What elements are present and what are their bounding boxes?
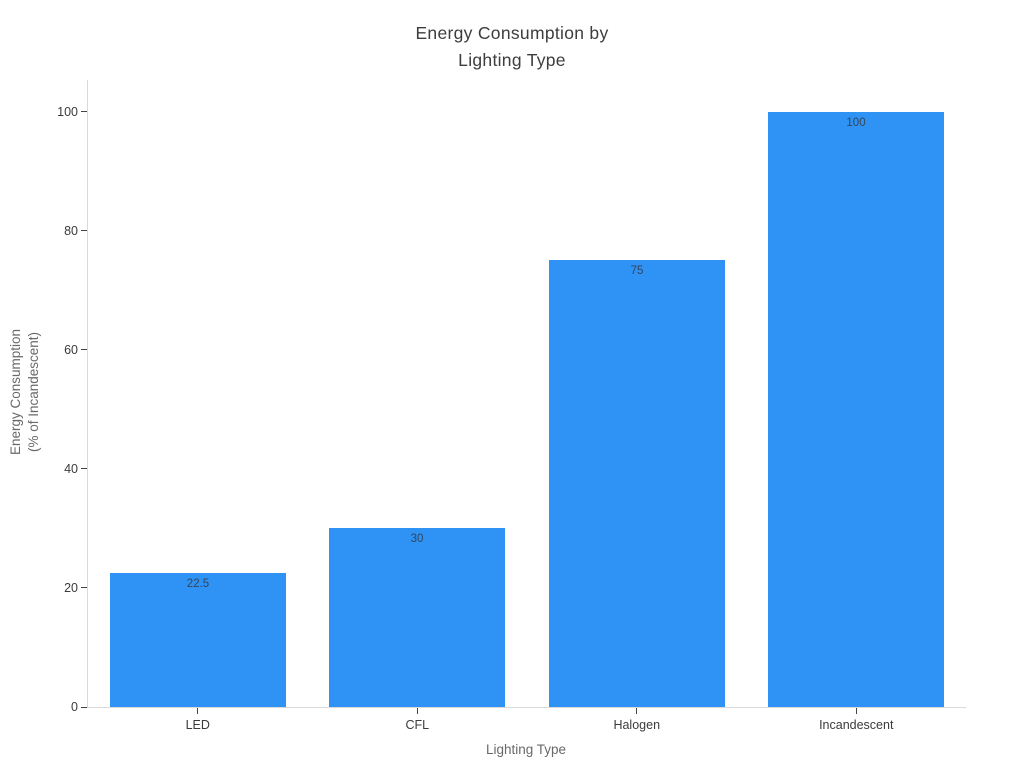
y-tick-label: 40	[64, 461, 78, 476]
y-tick-label: 0	[71, 700, 78, 714]
bar[interactable]: 30	[329, 528, 505, 707]
x-axis-title: Lighting Type	[485, 742, 567, 757]
x-tick-mark	[416, 708, 418, 714]
y-axis-title: Energy Consumption (% of Incandescent)	[7, 242, 43, 542]
chart-title: Energy Consumption by Lighting Type	[0, 20, 1024, 74]
x-tick-label: Incandescent	[819, 718, 894, 732]
x-tick-mark	[855, 708, 857, 714]
y-tick-label: 60	[64, 342, 78, 357]
x-tick-label: LED	[185, 718, 210, 732]
x-tick-label: Halogen	[613, 718, 661, 732]
y-axis-title-line-2: (% of Incandescent)	[26, 331, 41, 453]
bar-value-label: 22.5	[186, 578, 210, 590]
y-tick-mark	[81, 230, 87, 232]
y-tick-label: 100	[57, 104, 78, 119]
x-tick-mark	[197, 708, 199, 714]
chart-title-line-1: Energy Consumption by	[415, 23, 609, 43]
y-tick-label: 80	[64, 223, 78, 238]
y-tick-mark	[81, 111, 87, 113]
chart-title-line-2: Lighting Type	[458, 50, 566, 70]
bar-value-label: 75	[630, 265, 644, 277]
bar[interactable]: 75	[549, 260, 725, 707]
bar[interactable]: 100	[768, 112, 944, 707]
y-tick-mark	[81, 468, 87, 470]
plot-area: 0 20 40 60 80 100 22.5 LED 30 CFL 75 Halogen 100 Inca…	[57, 80, 966, 732]
bar-value-label: 30	[410, 533, 424, 545]
y-tick-label: 20	[64, 580, 78, 595]
y-tick-mark	[81, 587, 87, 589]
y-tick-mark	[81, 706, 87, 708]
x-tick-mark	[636, 708, 638, 714]
y-axis-title-line-1: Energy Consumption	[8, 328, 23, 456]
bar-value-label: 100	[846, 117, 866, 129]
x-tick-label: CFL	[405, 718, 430, 732]
bar[interactable]: 22.5	[110, 573, 286, 707]
y-tick-mark	[81, 349, 87, 351]
